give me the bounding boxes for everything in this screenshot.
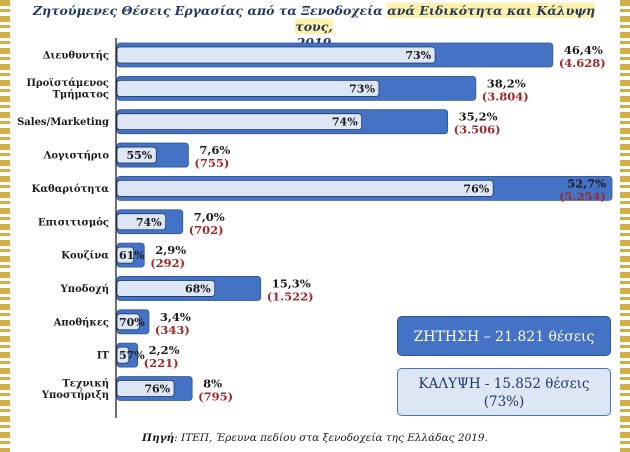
coverage-bar	[116, 346, 130, 364]
share-label: 15,3%	[272, 276, 311, 290]
coverage-label: 73%	[349, 82, 375, 95]
share-label: 35,2%	[459, 110, 498, 124]
category-label: Αποθήκες	[53, 317, 109, 328]
category-label: Τμήματος	[52, 90, 109, 101]
count-label: (702)	[189, 223, 224, 237]
chart-title: Ζητούμενες Θέσεις Εργασίας από τα Ξενοδο…	[14, 3, 614, 51]
share-label: 8%	[203, 377, 222, 391]
count-label: (343)	[155, 323, 190, 337]
share-label: 2,2%	[149, 343, 180, 357]
category-label: Κουζίνα	[61, 251, 109, 262]
category-label: IT	[97, 351, 110, 362]
coverage-bar	[116, 380, 175, 397]
coverage-label: 61%	[119, 249, 145, 262]
category-label: Διευθυντής	[43, 51, 109, 62]
coverage-summary-box: ΚΑΛΥΨΗ - 15.852 θέσεις (73%)	[397, 368, 611, 416]
source-note: Πηγή: ΙΤΕΠ, Έρευνα πεδίου στα ξενοδοχεία…	[0, 432, 630, 444]
coverage-bar	[116, 313, 140, 331]
count-label: (795)	[198, 390, 233, 404]
count-label: (1.522)	[267, 289, 314, 303]
coverage-label: 57%	[119, 349, 145, 362]
category-label: Λογιστήριο	[43, 151, 110, 162]
decorative-left-stripe	[0, 0, 10, 452]
coverage-label: 73%	[405, 49, 431, 62]
share-label: 52,7%	[567, 176, 606, 190]
coverage-bar	[116, 146, 157, 164]
share-label: 38,2%	[487, 76, 526, 90]
source-text: : ΙΤΕΠ, Έρευνα πεδίου στα ξενοδοχεία της…	[174, 432, 488, 444]
coverage-label: 68%	[185, 282, 211, 295]
coverage-summary-line1: ΚΑΛΥΨΗ - 15.852 θέσεις	[418, 376, 590, 392]
category-label: Καθαριότητα	[32, 184, 110, 195]
count-label: (292)	[150, 256, 185, 270]
coverage-summary-line2: (73%)	[483, 394, 525, 410]
count-label: (755)	[194, 156, 229, 170]
count-label: (3.804)	[482, 89, 529, 103]
category-label: Τεχνική	[62, 378, 109, 389]
coverage-bar	[116, 213, 167, 231]
coverage-label: 74%	[136, 216, 162, 229]
category-label: Υποστήριξη	[41, 390, 109, 401]
coverage-bar	[116, 113, 363, 131]
coverage-label: 70%	[119, 316, 145, 329]
demand-summary-text: ΖΗΤΗΣΗ – 21.821 θέσεις	[413, 329, 595, 345]
coverage-bar	[116, 46, 436, 64]
count-label: (5.254)	[559, 189, 606, 203]
share-label: 7,0%	[194, 210, 225, 224]
source-label: Πηγή	[142, 432, 175, 444]
coverage-bar	[116, 280, 216, 297]
share-label: 2,9%	[155, 243, 186, 257]
coverage-bar	[116, 246, 135, 264]
coverage-label: 55%	[126, 149, 152, 162]
coverage-label: 76%	[144, 383, 170, 396]
decorative-right-stripe	[620, 0, 630, 452]
coverage-bar	[116, 79, 380, 97]
count-label: (4.628)	[559, 56, 606, 70]
count-label: (221)	[144, 356, 179, 370]
category-label: Προϊστάμενος	[27, 78, 110, 89]
bars-layer: Διευθυντής 73% 46,4%(4.628) ΠροϊστάμενοςΤμή…	[17, 42, 613, 404]
share-label: 3,4%	[160, 310, 191, 324]
category-label: Υποδοχή	[60, 284, 109, 295]
coverage-label: 74%	[332, 116, 358, 129]
coverage-label: 76%	[463, 182, 489, 195]
category-label: Επισιτισμός	[38, 217, 109, 228]
share-label: 7,6%	[199, 143, 230, 157]
count-label: (3.506)	[454, 123, 501, 137]
category-label: Sales/Marketing	[17, 117, 109, 128]
title-part1: Ζητούμενες Θέσεις Εργασίας από τα Ξενοδο…	[32, 3, 388, 18]
demand-summary-box: ΖΗΤΗΣΗ – 21.821 θέσεις	[397, 316, 611, 356]
coverage-bar	[116, 179, 494, 197]
share-label: 46,4%	[564, 43, 603, 57]
